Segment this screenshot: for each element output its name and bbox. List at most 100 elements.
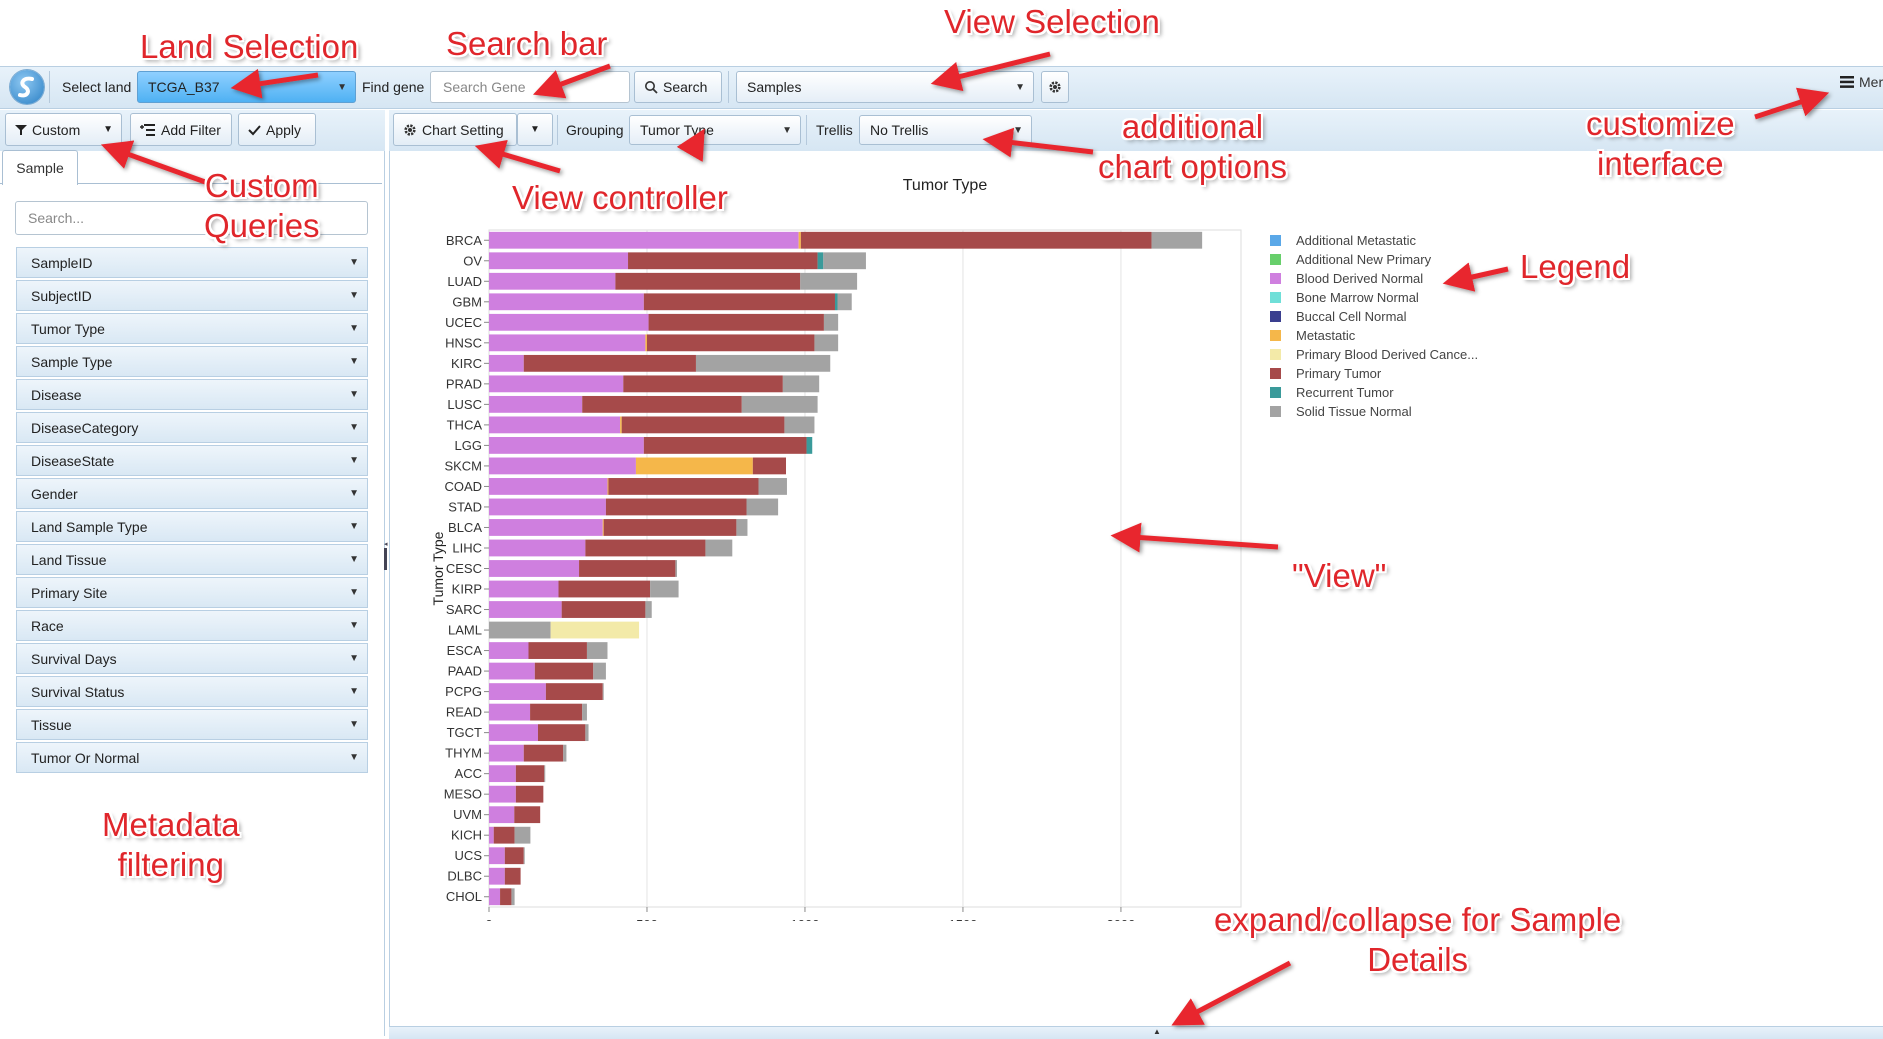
filter-item[interactable]: Gender ▼: [16, 478, 368, 509]
bar-segment[interactable]: [537, 724, 586, 742]
bar-segment[interactable]: [489, 826, 494, 844]
bar-segment[interactable]: [579, 560, 676, 577]
bar-segment[interactable]: [1151, 231, 1203, 249]
bar-segment[interactable]: [489, 662, 535, 680]
bar-segment[interactable]: [489, 621, 551, 639]
bar-segment[interactable]: [643, 436, 807, 454]
filter-item[interactable]: SubjectID ▼: [16, 280, 368, 311]
bar-segment[interactable]: [489, 354, 524, 372]
bar-segment[interactable]: [561, 601, 646, 618]
bar-segment[interactable]: [814, 334, 839, 352]
apply-button[interactable]: Apply: [238, 113, 316, 146]
bar-segment[interactable]: [705, 539, 733, 557]
bar-segment[interactable]: [489, 867, 505, 885]
bar-segment[interactable]: [823, 313, 839, 331]
bar-segment[interactable]: [504, 847, 524, 865]
filter-item[interactable]: Tumor Type ▼: [16, 313, 368, 344]
legend-label[interactable]: Solid Tissue Normal: [1296, 404, 1412, 419]
filter-item[interactable]: Survival Status ▼: [16, 676, 368, 707]
bar-segment[interactable]: [817, 252, 824, 270]
bar-segment[interactable]: [608, 478, 759, 495]
bar-segment[interactable]: [489, 683, 546, 701]
bar-segment[interactable]: [585, 724, 589, 742]
bar-segment[interactable]: [648, 313, 824, 331]
bar-segment[interactable]: [746, 498, 779, 516]
chart-setting-dropdown[interactable]: ▼: [517, 113, 553, 146]
bar-segment[interactable]: [635, 457, 753, 475]
filter-item[interactable]: Survival Days ▼: [16, 643, 368, 674]
legend-swatch[interactable]: [1270, 292, 1281, 303]
filter-item[interactable]: Disease ▼: [16, 379, 368, 410]
app-logo[interactable]: [10, 70, 44, 104]
bar-segment[interactable]: [602, 683, 604, 701]
legend-swatch[interactable]: [1270, 330, 1281, 341]
bar-segment[interactable]: [837, 293, 852, 311]
bar-segment[interactable]: [646, 334, 815, 352]
bar-segment[interactable]: [530, 703, 583, 721]
legend-swatch[interactable]: [1270, 254, 1281, 265]
bar-segment[interactable]: [623, 375, 783, 393]
bar-segment[interactable]: [800, 231, 1152, 249]
bar-segment[interactable]: [758, 478, 787, 495]
bar-segment[interactable]: [489, 785, 516, 803]
filter-item[interactable]: Sample Type ▼: [16, 346, 368, 377]
filter-item[interactable]: DiseaseCategory ▼: [16, 412, 368, 443]
bar-segment[interactable]: [489, 416, 621, 434]
bar-segment[interactable]: [800, 272, 858, 290]
bar-segment[interactable]: [528, 642, 587, 659]
legend-swatch[interactable]: [1270, 406, 1281, 417]
bar-segment[interactable]: [585, 539, 706, 557]
bar-segment[interactable]: [741, 395, 818, 413]
filter-item[interactable]: Tumor Or Normal ▼: [16, 742, 368, 773]
bar-segment[interactable]: [489, 765, 516, 783]
filter-item[interactable]: Primary Site ▼: [16, 577, 368, 608]
filter-item[interactable]: Land Sample Type ▼: [16, 511, 368, 542]
bar-segment[interactable]: [603, 519, 737, 536]
legend-swatch[interactable]: [1270, 273, 1281, 284]
bar-segment[interactable]: [523, 354, 696, 372]
bar-segment[interactable]: [798, 231, 801, 249]
bar-segment[interactable]: [489, 231, 799, 249]
bar-segment[interactable]: [806, 436, 813, 454]
bar-segment[interactable]: [823, 252, 866, 270]
bar-segment[interactable]: [514, 826, 531, 844]
tab-sample[interactable]: Sample: [2, 150, 78, 185]
bar-segment[interactable]: [489, 252, 629, 270]
bar-segment[interactable]: [550, 621, 640, 639]
bar-segment[interactable]: [534, 662, 594, 680]
filter-search-input[interactable]: Search...: [15, 201, 368, 235]
bar-segment[interactable]: [489, 498, 606, 516]
bar-segment[interactable]: [489, 395, 583, 413]
view-select[interactable]: Samples ▼: [736, 71, 1034, 103]
bar-segment[interactable]: [489, 744, 524, 762]
bar-segment[interactable]: [489, 436, 644, 454]
legend-label[interactable]: Buccal Cell Normal: [1296, 309, 1407, 324]
menu-button[interactable]: Mer: [1840, 74, 1883, 90]
bar-segment[interactable]: [489, 806, 515, 824]
bar-segment[interactable]: [489, 519, 603, 536]
bar-segment[interactable]: [489, 888, 501, 906]
bar-segment[interactable]: [602, 519, 604, 536]
filter-item[interactable]: Tissue ▼: [16, 709, 368, 740]
bar-segment[interactable]: [489, 642, 529, 659]
legend-swatch[interactable]: [1270, 311, 1281, 322]
bar-segment[interactable]: [563, 744, 567, 762]
bar-segment[interactable]: [489, 457, 636, 475]
legend-label[interactable]: Bone Marrow Normal: [1296, 290, 1419, 305]
filter-item[interactable]: SampleID ▼: [16, 247, 368, 278]
bar-segment[interactable]: [489, 724, 538, 742]
bar-segment[interactable]: [489, 293, 644, 311]
bar-segment[interactable]: [489, 539, 586, 557]
bar-segment[interactable]: [489, 601, 562, 618]
legend-label[interactable]: Blood Derived Normal: [1296, 271, 1423, 286]
legend-label[interactable]: Recurrent Tumor: [1296, 385, 1394, 400]
bar-segment[interactable]: [515, 765, 545, 783]
bar-segment[interactable]: [650, 580, 679, 598]
trellis-select[interactable]: No Trellis ▼: [859, 115, 1032, 145]
legend-swatch[interactable]: [1270, 235, 1281, 246]
bar-segment[interactable]: [643, 293, 835, 311]
bar-segment[interactable]: [489, 847, 505, 865]
view-settings-button[interactable]: [1041, 71, 1069, 103]
bar-segment[interactable]: [628, 252, 818, 270]
legend-label[interactable]: Primary Tumor: [1296, 366, 1382, 381]
